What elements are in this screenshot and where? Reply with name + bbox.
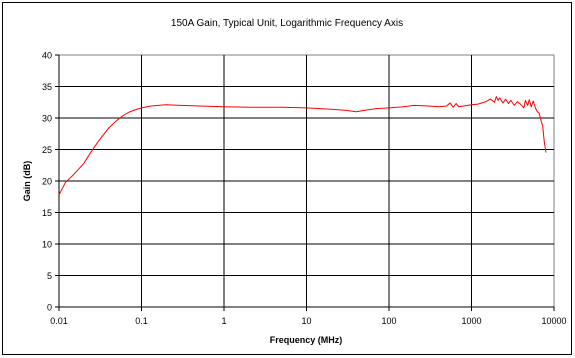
x-tick-label: 0.01 (50, 316, 68, 326)
y-tick-label: 25 (42, 145, 52, 155)
x-axis-label: Frequency (MHz) (270, 335, 343, 345)
x-tick-label: 1000 (461, 316, 481, 326)
x-tick-label: 100 (381, 316, 396, 326)
y-tick-labels: 0 5 10 15 20 25 30 35 40 (42, 51, 52, 313)
x-tick-labels: 0.01 0.1 1 10 100 1000 10000 (50, 316, 566, 326)
grid-lines (55, 54, 555, 311)
y-tick-label: 5 (47, 271, 52, 281)
chart-title: 150A Gain, Typical Unit, Logarithmic Fre… (171, 18, 403, 29)
y-tick-label: 40 (42, 51, 52, 61)
series-group (58, 96, 547, 196)
y-tick-label: 35 (42, 82, 52, 92)
gain-series-line (58, 96, 547, 196)
y-axis-label: Gain (dB) (22, 161, 32, 202)
y-tick-label: 30 (42, 114, 52, 124)
y-tick-label: 15 (42, 208, 52, 218)
y-tick-label: 10 (42, 240, 52, 250)
x-tick-label: 10000 (541, 316, 566, 326)
x-tick-label: 10 (301, 316, 311, 326)
x-tick-label: 1 (221, 316, 226, 326)
y-tick-label: 20 (42, 177, 52, 187)
x-tick-label: 0.1 (135, 316, 148, 326)
y-tick-label: 0 (47, 303, 52, 313)
